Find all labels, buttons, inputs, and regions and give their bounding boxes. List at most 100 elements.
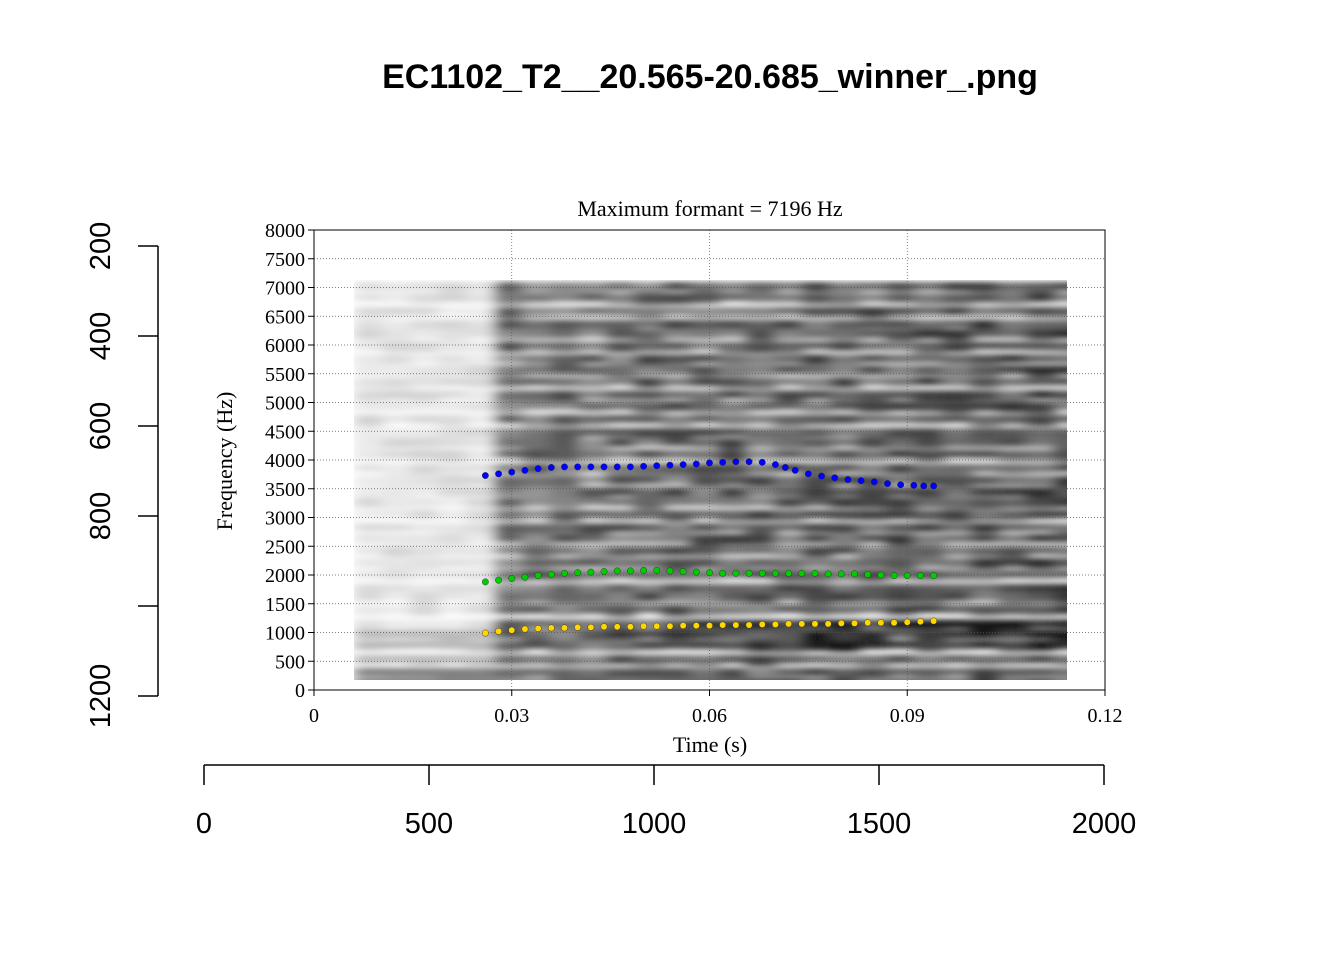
- formant-point: [706, 622, 713, 629]
- formant-point: [844, 476, 852, 483]
- formant-point: [877, 571, 885, 579]
- formant-point: [890, 619, 898, 627]
- outer-left-tick-label: 600: [85, 402, 117, 450]
- formant-series-3: [481, 617, 938, 637]
- outer-left-tick-label: 200: [85, 222, 117, 270]
- formant-point: [745, 621, 753, 629]
- figure-title: EC1102_T2__20.565-20.685_winner_.png: [382, 58, 1038, 96]
- formant-point: [627, 623, 634, 631]
- outer-bottom-tick-label: 1000: [622, 808, 687, 840]
- formant-point: [917, 572, 924, 579]
- outer-left-tick-label: 1200: [85, 664, 117, 729]
- x-tick-label: 0.09: [890, 705, 925, 727]
- outer-bottom-tick-label: 2000: [1072, 808, 1137, 840]
- formant-point: [547, 571, 555, 578]
- formant-point: [613, 623, 621, 631]
- formant-point: [824, 620, 832, 628]
- formant-point: [481, 472, 489, 479]
- x-tick-label: 0.06: [692, 705, 727, 727]
- formant-point: [508, 626, 516, 634]
- formant-point: [521, 466, 529, 474]
- formant-point: [903, 618, 911, 626]
- formant-point: [481, 629, 489, 637]
- formant-point: [732, 458, 740, 466]
- spectrogram-image: [354, 280, 1067, 680]
- formant-point: [692, 460, 700, 468]
- formant-point: [719, 458, 727, 466]
- formant-point: [508, 468, 516, 476]
- formant-point: [798, 620, 806, 628]
- formant-point: [692, 568, 700, 576]
- formant-point: [574, 569, 582, 577]
- outer-bottom-tick-label: 0: [196, 808, 212, 840]
- formant-point: [811, 620, 819, 628]
- formant-point: [837, 570, 845, 578]
- formant-point: [903, 572, 911, 579]
- formant-point: [481, 578, 489, 586]
- formant-point: [745, 458, 753, 466]
- formant-point: [837, 619, 845, 627]
- chart-subtitle: Maximum formant = 7196 Hz: [577, 196, 843, 221]
- formant-point: [804, 470, 812, 478]
- x-tick-label: 0: [309, 705, 319, 727]
- formant-point: [772, 621, 779, 628]
- formant-point: [627, 567, 634, 575]
- formant-point: [587, 623, 595, 631]
- formant-point: [910, 481, 918, 489]
- formant-point: [613, 463, 621, 471]
- formant-point: [706, 569, 713, 577]
- formant-point: [640, 567, 647, 574]
- formant-point: [666, 567, 674, 575]
- formant-point: [561, 624, 568, 632]
- formant-point: [758, 621, 766, 628]
- formant-point: [653, 567, 661, 574]
- x-tick-label: 0.03: [494, 705, 529, 727]
- formant-point: [864, 571, 872, 578]
- formant-point: [587, 463, 595, 471]
- formant-point: [495, 576, 502, 584]
- formant-point: [732, 569, 740, 577]
- formant-point: [679, 568, 687, 575]
- formant-point: [851, 619, 858, 627]
- y-tick-label: 2000: [265, 565, 305, 587]
- formant-point: [521, 573, 529, 581]
- outer-bottom-tick-label: 1500: [847, 808, 912, 840]
- formant-point: [653, 462, 661, 470]
- formant-point: [627, 463, 634, 471]
- formant-point: [772, 461, 779, 468]
- y-tick-label: 3000: [265, 508, 305, 530]
- formant-point: [534, 465, 542, 473]
- formant-point: [811, 569, 819, 577]
- formant-point: [851, 570, 858, 578]
- formant-point: [613, 567, 621, 575]
- formant-point: [870, 478, 878, 486]
- y-tick-label: 3500: [265, 479, 305, 501]
- formant-point: [719, 621, 727, 629]
- formant-point: [534, 572, 542, 579]
- y-tick-label: 1000: [265, 623, 305, 645]
- y-tick-label: 0: [295, 680, 305, 702]
- formant-point: [600, 623, 608, 631]
- formant-series: [481, 458, 938, 637]
- formant-point: [508, 575, 516, 582]
- formant-point: [897, 481, 905, 489]
- formant-point: [495, 470, 502, 478]
- outer-left-tick-label: 800: [85, 492, 117, 540]
- formant-point: [824, 570, 832, 578]
- formant-point: [732, 621, 740, 629]
- x-axis: 0 0.03 0.06 0.09 0.12: [309, 690, 1123, 727]
- formant-point: [666, 622, 674, 630]
- formant-point: [920, 482, 928, 490]
- formant-point: [781, 464, 789, 471]
- formant-point: [864, 619, 872, 627]
- formant-point: [785, 620, 792, 628]
- outer-left-tick-label: 400: [85, 312, 117, 360]
- y-tick-label: 6000: [265, 335, 305, 357]
- formant-point: [653, 622, 661, 630]
- formant-point: [561, 569, 568, 577]
- formant-point: [917, 618, 924, 625]
- formant-point: [719, 569, 727, 577]
- formant-point: [679, 622, 687, 629]
- formant-point: [930, 482, 938, 490]
